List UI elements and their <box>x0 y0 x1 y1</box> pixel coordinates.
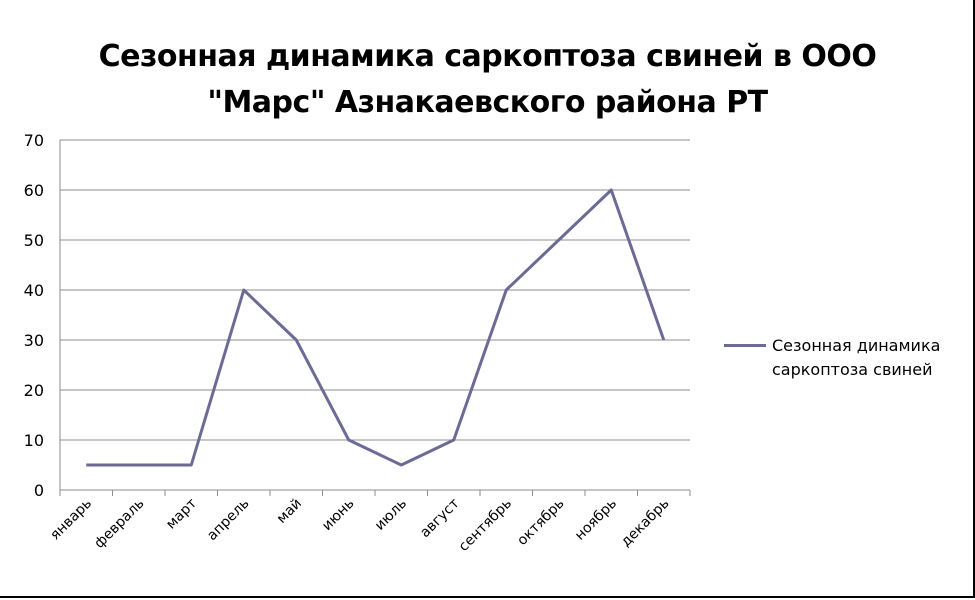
series-line <box>86 188 666 467</box>
chart-title-line-1: Сезонная динамика саркоптоза свиней в ОО… <box>98 39 877 74</box>
x-category-label: февраль <box>91 496 147 552</box>
x-category-label: июнь <box>319 496 357 534</box>
y-tick-label: 70 <box>24 131 44 150</box>
x-category-label: июль <box>372 496 410 534</box>
x-category-label: январь <box>47 496 95 544</box>
y-tick-label: 50 <box>24 231 44 250</box>
chart-title-line-2: "Марс" Азнакаевского района РТ <box>207 85 768 120</box>
legend-line-swatch <box>724 344 766 347</box>
y-tick-label: 60 <box>24 181 44 200</box>
y-tick-label: 30 <box>24 331 44 350</box>
x-category-label: май <box>274 496 305 527</box>
x-category-label: март <box>163 496 200 533</box>
x-category-label: ноябрь <box>572 496 620 544</box>
y-tick-label: 0 <box>34 481 44 500</box>
legend-label-line-2: саркоптоза свиней <box>772 360 933 379</box>
y-tick-label: 10 <box>24 431 44 450</box>
y-tick-label: 40 <box>24 281 44 300</box>
legend-entry-label: Сезонная динамика саркоптоза свиней <box>772 334 972 382</box>
x-category-label: август <box>417 496 462 541</box>
y-tick-label: 20 <box>24 381 44 400</box>
x-category-label: декабрь <box>618 496 673 551</box>
x-category-label: апрель <box>204 496 252 544</box>
chart-title: Сезонная динамика саркоптоза свиней в ОО… <box>0 34 975 126</box>
x-category-label: октябрь <box>514 496 567 549</box>
legend-label-line-1: Сезонная динамика <box>772 336 941 355</box>
x-category-label: сентябрь <box>456 496 515 555</box>
